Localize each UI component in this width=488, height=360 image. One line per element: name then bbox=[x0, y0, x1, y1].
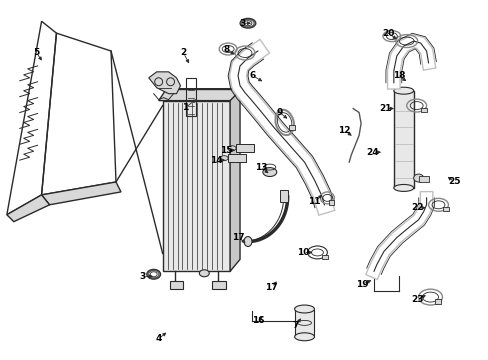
Text: 17: 17 bbox=[231, 233, 244, 242]
Bar bbox=[212, 281, 225, 289]
Text: 22: 22 bbox=[410, 203, 423, 212]
Bar bbox=[322, 255, 327, 260]
Polygon shape bbox=[7, 195, 49, 222]
Bar bbox=[228, 154, 245, 162]
Ellipse shape bbox=[199, 270, 209, 277]
Text: 5: 5 bbox=[33, 49, 40, 58]
Text: 11: 11 bbox=[307, 197, 320, 206]
Ellipse shape bbox=[263, 168, 276, 176]
Ellipse shape bbox=[413, 174, 423, 182]
Text: 16: 16 bbox=[251, 316, 264, 325]
Text: 1: 1 bbox=[182, 103, 188, 112]
Text: 15: 15 bbox=[220, 146, 232, 155]
Text: 20: 20 bbox=[382, 29, 394, 38]
Polygon shape bbox=[148, 72, 180, 94]
Bar bbox=[279, 190, 287, 202]
Text: 12: 12 bbox=[337, 126, 350, 135]
Polygon shape bbox=[158, 89, 242, 100]
Text: 13: 13 bbox=[254, 163, 266, 172]
Ellipse shape bbox=[240, 18, 255, 28]
Ellipse shape bbox=[228, 146, 236, 151]
Bar bbox=[169, 281, 183, 289]
Text: 10: 10 bbox=[297, 248, 309, 257]
Text: 17: 17 bbox=[265, 283, 278, 292]
Bar bbox=[236, 144, 253, 152]
Ellipse shape bbox=[244, 237, 251, 247]
Bar bbox=[434, 299, 441, 304]
Ellipse shape bbox=[294, 333, 314, 341]
Text: 19: 19 bbox=[355, 280, 367, 289]
Text: 3: 3 bbox=[239, 19, 244, 28]
Text: 3: 3 bbox=[140, 272, 145, 281]
Ellipse shape bbox=[146, 269, 161, 279]
Text: 4: 4 bbox=[155, 334, 162, 343]
Polygon shape bbox=[230, 91, 240, 271]
Bar bbox=[418, 176, 427, 182]
Text: 24: 24 bbox=[366, 148, 379, 157]
Bar bbox=[328, 200, 334, 205]
Polygon shape bbox=[41, 182, 121, 205]
Text: 9: 9 bbox=[276, 108, 283, 117]
Text: 23: 23 bbox=[410, 294, 423, 303]
Ellipse shape bbox=[294, 305, 314, 313]
Text: 25: 25 bbox=[447, 177, 460, 186]
Polygon shape bbox=[393, 91, 413, 188]
Ellipse shape bbox=[393, 87, 413, 94]
Text: 6: 6 bbox=[249, 71, 256, 80]
Bar bbox=[443, 207, 448, 211]
Bar bbox=[186, 78, 196, 116]
Text: 14: 14 bbox=[209, 156, 222, 165]
Ellipse shape bbox=[393, 184, 413, 192]
Text: 2: 2 bbox=[180, 49, 186, 58]
Bar bbox=[288, 125, 294, 130]
Polygon shape bbox=[163, 100, 230, 271]
Text: 21: 21 bbox=[379, 104, 391, 113]
Ellipse shape bbox=[220, 156, 228, 161]
Bar bbox=[294, 309, 314, 337]
Text: 18: 18 bbox=[392, 71, 404, 80]
Text: 8: 8 bbox=[223, 45, 229, 54]
Text: 7: 7 bbox=[292, 321, 298, 330]
Bar bbox=[420, 108, 426, 112]
